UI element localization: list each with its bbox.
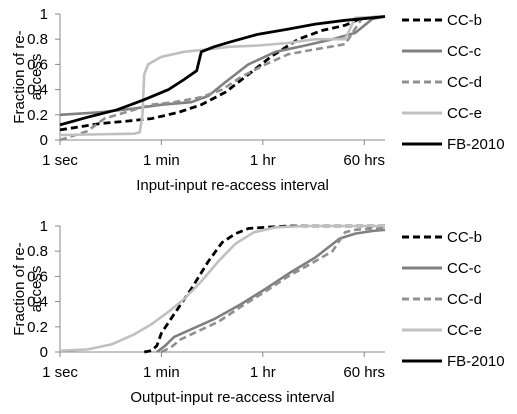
series-line-cc-e (59, 15, 386, 137)
legend-label-cc-e: CC-e (447, 322, 482, 339)
x-axis-label: Input-input re-access interval (136, 177, 329, 194)
legend-label-cc-c: CC-c (447, 43, 482, 60)
legend-label-cc-d: CC-d (447, 291, 482, 308)
series-line-cc-b (59, 15, 386, 132)
series-line-cc-d (59, 15, 386, 142)
series-line-cc-e (59, 224, 385, 352)
legend-label-cc-d: CC-d (447, 74, 482, 91)
y-axis-label: Fraction of re-access (11, 30, 45, 123)
legend-label-cc-c: CC-c (447, 260, 482, 277)
x-tick-label: 1 hr (250, 152, 276, 169)
y-tick-label: 0.8 (27, 243, 48, 260)
x-tick-label: 1 hr (250, 364, 276, 381)
x-axis-label: Output-input re-access interval (130, 389, 334, 406)
y-tick-label: 0.6 (27, 56, 48, 73)
y-tick-label: 0 (40, 344, 48, 361)
y-axis-label-line: access (28, 266, 45, 313)
y-axis-label: Fraction of re-access (11, 242, 45, 335)
legend-label-cc-b: CC-b (447, 12, 482, 29)
series-line-cc-c (156, 228, 386, 354)
y-tick-label: 0 (40, 132, 48, 149)
y-axis-label-line: access (28, 54, 45, 101)
y-tick-label: 0.2 (27, 319, 48, 336)
x-tick-label: 1 min (143, 364, 180, 381)
series-line-cc-d (160, 227, 385, 354)
y-axis-label-line: Fraction of re- (11, 242, 28, 335)
legend-label-cc-e: CC-e (447, 105, 482, 122)
x-tick-label: 1 sec (42, 152, 78, 169)
y-tick-label: 0.6 (27, 268, 48, 285)
x-tick-label: 60 hrs (343, 152, 385, 169)
y-tick-label: 1 (40, 6, 48, 23)
legend-label-cc-b: CC-b (447, 229, 482, 246)
series-line-cc-c (59, 15, 386, 117)
x-tick-label: 1 sec (42, 364, 78, 381)
y-axis-label-line: Fraction of re- (11, 30, 28, 123)
y-tick-label: 0.4 (27, 294, 48, 311)
y-tick-label: 1 (40, 218, 48, 235)
series-line-fb-2010 (59, 15, 386, 127)
y-tick-label: 0.2 (27, 107, 48, 124)
x-tick-label: 1 min (143, 152, 180, 169)
y-tick-label: 0.4 (27, 82, 48, 99)
legend-label-fb-2010: FB-2010 (447, 353, 505, 370)
y-tick-label: 0.8 (27, 31, 48, 48)
x-tick-label: 60 hrs (343, 364, 385, 381)
legend-label-fb-2010: FB-2010 (447, 136, 505, 153)
